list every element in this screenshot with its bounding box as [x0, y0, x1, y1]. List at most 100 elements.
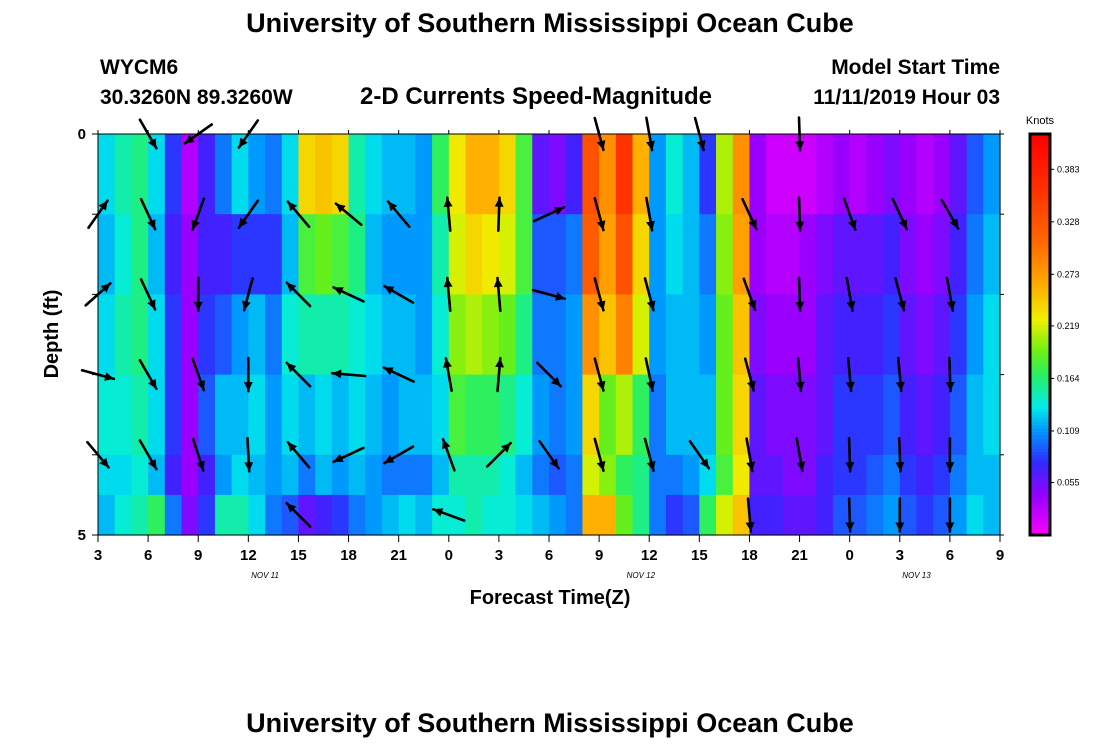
colorbar-segment: [1030, 200, 1050, 205]
heatmap-cell: [949, 494, 968, 536]
page-title: University of Southern Mississippi Ocean…: [246, 8, 854, 38]
colorbar-segment: [1030, 454, 1050, 459]
x-tick-label: 0: [445, 547, 453, 564]
model-start-value: 11/11/2019 Hour 03: [813, 86, 1000, 109]
heatmap-cell: [181, 134, 199, 215]
heatmap-cell: [482, 374, 500, 456]
heatmap-cell: [398, 494, 416, 536]
current-vector: [332, 446, 365, 464]
heatmap-cell: [465, 294, 483, 376]
heatmap-cell: [899, 454, 918, 496]
x-tick-label: 21: [390, 547, 407, 564]
heatmap-cell: [665, 214, 684, 295]
heatmap-cell: [114, 454, 132, 496]
heatmap-cell: [916, 214, 934, 295]
heatmap-cell: [565, 374, 583, 456]
heatmap-cell: [582, 374, 600, 456]
model-start-label: Model Start Time: [831, 56, 1000, 79]
heatmap-cell: [549, 214, 567, 295]
day-label: NOV 13: [902, 571, 931, 580]
colorbar-segment: [1030, 367, 1050, 372]
y-tick-label: 5: [78, 527, 86, 544]
day-label: NOV 11: [251, 571, 279, 580]
colorbar-tick-label: 0.383: [1057, 164, 1080, 174]
heatmap-cell: [682, 454, 700, 496]
heatmap-cell: [615, 374, 634, 456]
heatmap-cell: [482, 494, 500, 536]
heatmap-cell: [933, 494, 951, 536]
current-vector: [895, 356, 905, 393]
heatmap-cell: [549, 454, 567, 496]
heatmap-cell: [966, 454, 984, 496]
current-vector: [535, 361, 563, 388]
heatmap-cell: [883, 454, 901, 496]
colorbar-tick-label: 0.055: [1057, 477, 1080, 487]
heatmap-cell: [131, 294, 149, 376]
heatmap-cell: [949, 454, 968, 496]
heatmap-cell: [916, 454, 934, 496]
colorbar-segment: [1030, 488, 1050, 493]
heatmap-cell: [716, 214, 734, 295]
colorbar-tick-label: 0.109: [1057, 426, 1080, 436]
heatmap-cell: [281, 134, 300, 215]
heatmap-cell: [432, 294, 450, 376]
heatmap-cell: [482, 134, 500, 215]
current-vector: [743, 357, 756, 392]
heatmap-cell: [181, 374, 199, 456]
heatmap-cell: [164, 494, 183, 536]
heatmap-cell: [883, 214, 901, 295]
heatmap-cell: [732, 494, 751, 536]
colorbar-segment: [1030, 337, 1050, 342]
heatmap-cell: [381, 374, 400, 456]
heatmap-cell: [198, 494, 216, 536]
current-vector: [644, 357, 656, 393]
current-vector: [285, 361, 312, 388]
heatmap-cell: [415, 294, 433, 376]
heatmap-cell: [816, 374, 834, 456]
current-vector: [286, 200, 311, 229]
heatmap-cell: [214, 494, 233, 536]
heatmap-cell: [749, 374, 767, 456]
heatmap-cell: [432, 374, 450, 456]
heatmap-cell: [181, 454, 199, 496]
x-tick-label: 15: [290, 547, 307, 564]
colorbar-segment: [1030, 294, 1050, 299]
heatmap-cell: [966, 494, 984, 536]
heatmap-cell: [415, 374, 433, 456]
colorbar-segment: [1030, 528, 1050, 533]
colorbar-segment: [1030, 184, 1050, 189]
heatmap-cell: [248, 374, 266, 456]
heatmap-cell: [198, 294, 216, 376]
heatmap-cell: [832, 134, 851, 215]
current-vector: [494, 196, 504, 232]
heatmap-cell: [315, 454, 333, 496]
heatmap-cell: [532, 134, 550, 215]
heatmap-cell: [632, 214, 650, 295]
heatmap-cell: [348, 494, 366, 536]
heatmap-cell: [699, 454, 717, 496]
colorbar-segment: [1030, 164, 1050, 169]
colorbar-segment: [1030, 321, 1050, 326]
heatmap-cell: [582, 134, 600, 215]
heatmap-cell: [315, 134, 333, 215]
current-vector: [945, 497, 955, 533]
colorbar-segment: [1030, 438, 1050, 443]
colorbar-segment: [1030, 301, 1050, 306]
current-vector: [285, 281, 312, 308]
day-label: NOV 12: [627, 571, 656, 580]
heatmap-cell: [682, 374, 700, 456]
heatmap-cell: [98, 134, 116, 215]
heatmap-cell: [214, 294, 233, 376]
current-vector: [243, 356, 253, 393]
current-vector: [532, 205, 566, 223]
heatmap-cell: [816, 214, 834, 295]
heatmap-cell: [832, 494, 851, 536]
colorbar-segment: [1030, 494, 1050, 499]
heatmap-cell: [699, 134, 717, 215]
heatmap-cell: [181, 214, 199, 295]
heatmap-cell: [899, 214, 918, 295]
heatmap-cell: [983, 374, 1001, 456]
heatmap-cell: [281, 214, 300, 295]
heatmap-cell: [949, 134, 968, 215]
colorbar-segment: [1030, 414, 1050, 419]
